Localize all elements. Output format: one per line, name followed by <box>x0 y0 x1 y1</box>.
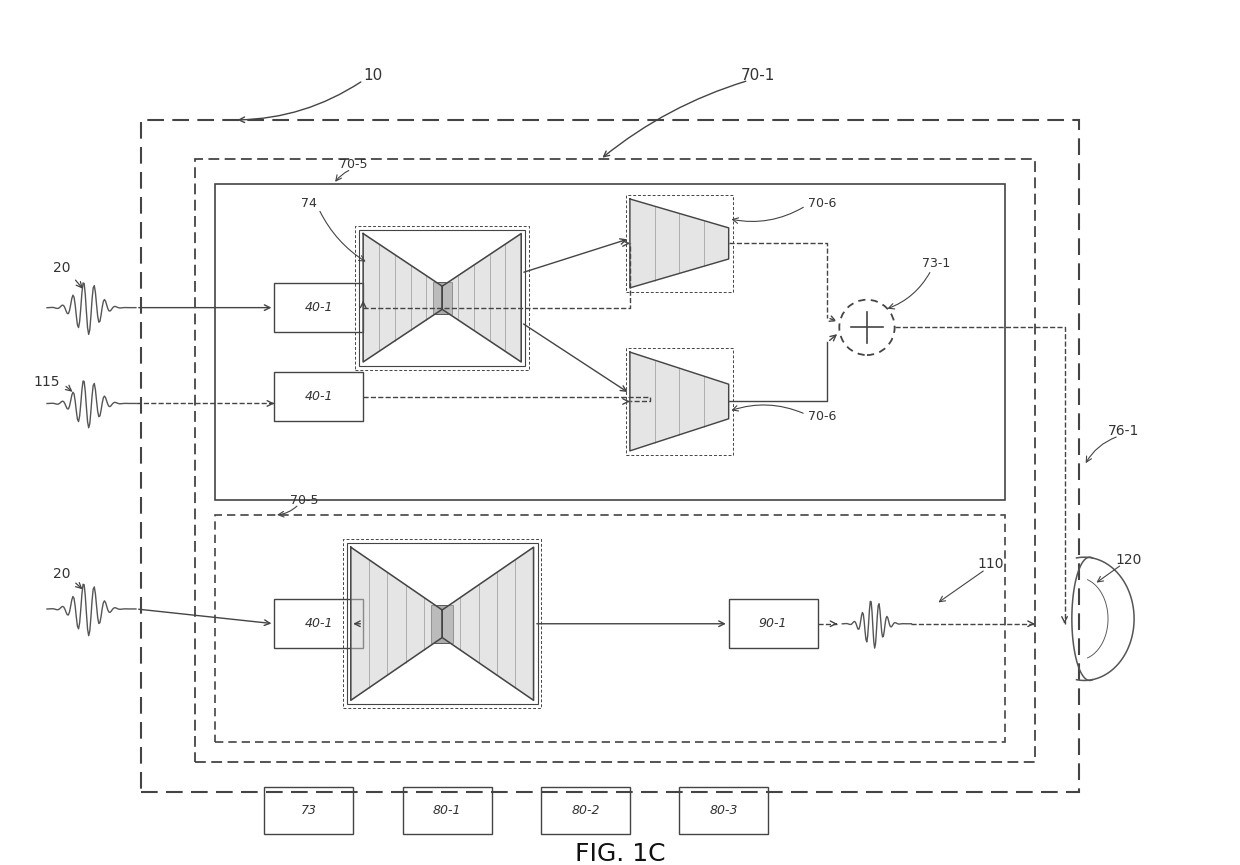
Text: 120: 120 <box>1116 553 1142 567</box>
Text: 90-1: 90-1 <box>759 618 787 631</box>
Text: 76-1: 76-1 <box>1109 424 1140 438</box>
Polygon shape <box>443 548 533 701</box>
Text: 70-5: 70-5 <box>339 158 367 171</box>
Bar <box>274 599 363 649</box>
Text: 70-1: 70-1 <box>742 68 775 83</box>
Text: 115: 115 <box>33 375 61 388</box>
Bar <box>264 787 353 834</box>
Bar <box>626 348 733 455</box>
Polygon shape <box>351 548 443 701</box>
Bar <box>347 543 537 704</box>
Text: 80-3: 80-3 <box>709 804 738 817</box>
Polygon shape <box>363 234 443 362</box>
Bar <box>626 195 733 292</box>
Text: 70-6: 70-6 <box>807 410 836 423</box>
Text: 20: 20 <box>53 567 71 581</box>
Text: 40-1: 40-1 <box>305 390 334 403</box>
Text: 110: 110 <box>977 557 1003 572</box>
Bar <box>195 159 1035 762</box>
Bar <box>433 282 451 314</box>
Text: 80-1: 80-1 <box>433 804 461 817</box>
Text: 40-1: 40-1 <box>305 618 334 631</box>
Text: 73: 73 <box>301 804 316 817</box>
Bar <box>274 372 363 421</box>
Text: 73-1: 73-1 <box>923 257 950 270</box>
Text: FIG. 1C: FIG. 1C <box>575 842 665 865</box>
Text: 74: 74 <box>301 197 316 210</box>
Text: 40-1: 40-1 <box>305 301 334 314</box>
Bar <box>355 226 529 370</box>
Bar <box>215 184 1006 500</box>
Bar <box>432 605 453 643</box>
Bar <box>541 787 630 834</box>
Bar <box>343 539 542 708</box>
Text: 10: 10 <box>363 68 383 83</box>
Bar <box>141 120 1079 791</box>
Bar <box>215 515 1006 742</box>
Bar <box>274 283 363 332</box>
Text: 80-2: 80-2 <box>572 804 600 817</box>
Text: 70-5: 70-5 <box>290 494 319 507</box>
Polygon shape <box>630 352 729 451</box>
Polygon shape <box>443 234 521 362</box>
Bar <box>403 787 491 834</box>
Bar <box>360 229 526 366</box>
Polygon shape <box>630 199 729 288</box>
Text: 70-6: 70-6 <box>807 197 836 210</box>
Text: 20: 20 <box>53 261 71 275</box>
Bar <box>680 787 769 834</box>
Bar <box>729 599 817 649</box>
